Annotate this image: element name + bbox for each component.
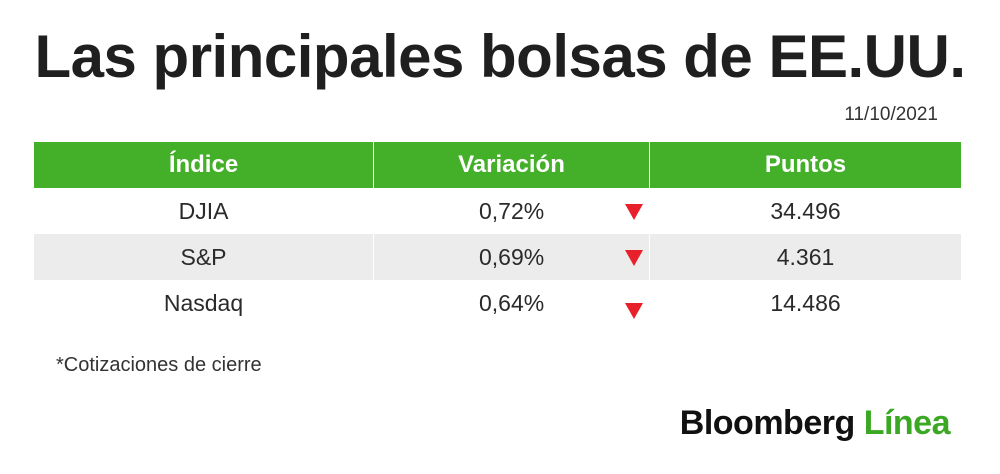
row-divider bbox=[649, 280, 650, 326]
points-value: 14.486 bbox=[770, 289, 841, 316]
change-cell: 0,69% bbox=[374, 234, 649, 280]
change-cell: 0,64% bbox=[374, 280, 649, 326]
header-divider bbox=[649, 142, 650, 188]
change-value: 0,69% bbox=[479, 243, 545, 270]
row-divider bbox=[373, 280, 374, 326]
row-divider bbox=[649, 234, 650, 280]
table-row: Nasdaq 0,64% 14.486 bbox=[34, 280, 961, 326]
brand-logo: Bloomberg Línea bbox=[679, 404, 951, 443]
header-index: Índice bbox=[168, 151, 239, 178]
points-value: 34.496 bbox=[770, 197, 841, 224]
header-points: Puntos bbox=[764, 151, 847, 178]
down-arrow-icon bbox=[625, 204, 643, 220]
row-divider bbox=[649, 188, 650, 234]
down-arrow-icon bbox=[625, 303, 643, 319]
index-name: S&P bbox=[180, 243, 227, 270]
change-cell: 0,72% bbox=[374, 188, 649, 234]
table-row: S&P 0,69% 4.361 bbox=[34, 234, 961, 280]
date-label: 11/10/2021 bbox=[844, 104, 938, 125]
row-divider bbox=[373, 234, 374, 280]
page-title: Las principales bolsas de EE.UU. bbox=[34, 23, 967, 90]
change-value: 0,64% bbox=[479, 289, 545, 316]
header-change: Variación bbox=[458, 151, 565, 178]
change-value: 0,72% bbox=[479, 197, 545, 224]
indices-table: Índice Variación Puntos DJIA 0,72% 34.49… bbox=[34, 142, 961, 326]
down-arrow-icon bbox=[625, 250, 643, 266]
logo-bloomberg: Bloomberg bbox=[679, 404, 855, 442]
footnote: *Cotizaciones de cierre bbox=[56, 354, 262, 376]
table-row: DJIA 0,72% 34.496 bbox=[34, 188, 961, 234]
row-divider bbox=[373, 188, 374, 234]
header-divider bbox=[373, 142, 374, 188]
index-name: Nasdaq bbox=[163, 289, 244, 316]
table-header: Índice Variación Puntos bbox=[34, 142, 961, 188]
logo-linea: Línea bbox=[863, 404, 951, 442]
index-name: DJIA bbox=[178, 197, 229, 224]
points-value: 4.361 bbox=[776, 243, 835, 270]
